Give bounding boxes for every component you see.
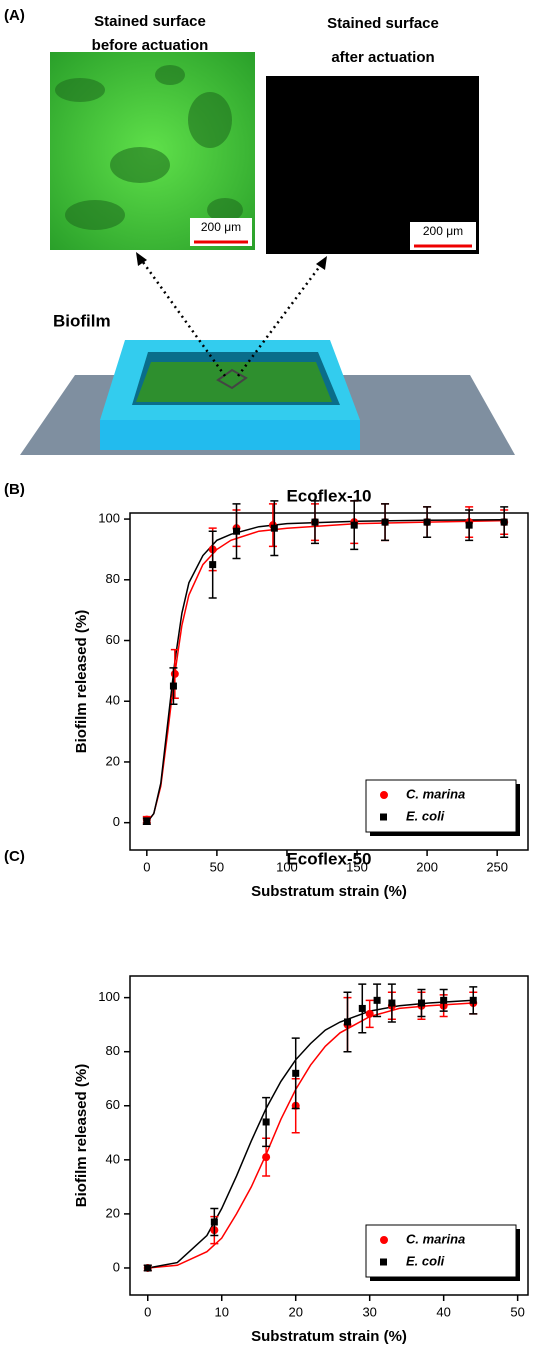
legend-marker — [380, 1236, 388, 1244]
fit-curve — [146, 519, 505, 824]
x-axis-label: Substratum strain (%) — [251, 1328, 407, 1345]
chart-title: Ecoflex-50 — [286, 849, 371, 868]
legend-marker — [380, 813, 387, 821]
point — [270, 524, 278, 532]
x-tick-label: 50 — [510, 1304, 524, 1319]
chart: (B) Ecoflex-10 0 50 100 150 200 250 0 20 40 60 80 100… — [4, 481, 529, 900]
x-tick-label: 10 — [214, 1304, 228, 1319]
panel-label: (A) — [4, 7, 25, 24]
y-axis-label: Biofilm released (%) — [73, 1064, 90, 1207]
point — [500, 518, 508, 526]
x-tick-label: 0 — [144, 1304, 151, 1319]
point — [210, 1218, 218, 1226]
image-title: after actuation — [331, 49, 434, 66]
arrow — [138, 257, 227, 377]
image-title: Stained surface — [327, 15, 439, 32]
legend-label: E. coli — [406, 808, 445, 823]
legend-marker — [380, 791, 388, 799]
point — [343, 1018, 351, 1026]
y-tick-label: 40 — [106, 1151, 120, 1166]
y-tick-label: 100 — [98, 989, 120, 1004]
y-tick-label: 20 — [106, 753, 120, 768]
frame-front — [100, 420, 360, 450]
chart-title: Ecoflex-10 — [286, 486, 371, 505]
point — [365, 1009, 374, 1018]
image-title: Stained surface — [94, 13, 206, 30]
panel-label: (B) — [4, 481, 25, 498]
y-tick-label: 20 — [106, 1205, 120, 1220]
legend-label: E. coli — [406, 1253, 445, 1268]
x-tick-label: 100 — [276, 859, 298, 874]
chart: (C) Ecoflex-50 0 10 20 30 40 50 0 20 40 60 80 100 Subs… — [4, 848, 529, 1345]
x-axis-label: Substratum strain (%) — [251, 883, 407, 900]
point — [209, 561, 217, 569]
point — [423, 518, 431, 526]
plot-frame — [129, 975, 529, 1296]
plot-frame — [129, 512, 529, 851]
point — [465, 521, 473, 529]
point — [381, 518, 389, 526]
texture — [55, 65, 243, 230]
point — [144, 1264, 152, 1272]
scale-label: 200 μm — [423, 224, 463, 238]
point — [469, 996, 477, 1004]
y-tick-label: 0 — [113, 1259, 120, 1274]
x-tick-label: 250 — [486, 859, 508, 874]
point — [143, 817, 151, 825]
scale-label: 200 μm — [201, 220, 241, 234]
x-tick-label: 150 — [346, 859, 368, 874]
y-tick-label: 60 — [106, 1097, 120, 1112]
point — [350, 521, 358, 529]
arrow-head — [316, 256, 327, 270]
point — [440, 996, 448, 1004]
y-tick-label: 60 — [106, 632, 120, 647]
legend-box — [365, 1224, 517, 1278]
point — [262, 1118, 270, 1126]
image-title: before actuation — [92, 37, 209, 54]
sample-region — [216, 368, 248, 390]
point — [373, 996, 381, 1004]
point — [417, 999, 425, 1007]
x-tick-label: 50 — [210, 859, 224, 874]
x-tick-label: 20 — [288, 1304, 302, 1319]
point — [358, 1004, 366, 1012]
biofilm — [136, 362, 332, 402]
fit-curve — [146, 518, 505, 824]
legend-label: C. marina — [406, 786, 465, 801]
point — [388, 999, 396, 1007]
point — [311, 518, 319, 526]
point — [262, 1153, 271, 1162]
x-tick-label: 30 — [362, 1304, 376, 1319]
y-tick-label: 40 — [106, 693, 120, 708]
biofilm-label: Biofilm — [53, 311, 111, 330]
point — [169, 682, 177, 690]
point — [292, 1069, 300, 1077]
point — [233, 527, 241, 535]
y-tick-label: 0 — [113, 814, 120, 829]
legend-box — [365, 779, 517, 833]
y-axis-label: Biofilm released (%) — [73, 610, 90, 753]
x-tick-label: 0 — [143, 859, 150, 874]
panel-a: (A) Stained surface before actuation Sta… — [4, 7, 515, 455]
y-tick-label: 80 — [106, 1043, 120, 1058]
panel-label: (C) — [4, 848, 25, 865]
x-tick-label: 200 — [416, 859, 438, 874]
point — [170, 669, 179, 678]
legend-marker — [380, 1258, 387, 1266]
legend-label: C. marina — [406, 1231, 465, 1246]
arrow-head — [136, 252, 147, 266]
y-tick-label: 80 — [106, 571, 120, 586]
x-tick-label: 40 — [436, 1304, 450, 1319]
y-tick-label: 100 — [98, 511, 120, 526]
